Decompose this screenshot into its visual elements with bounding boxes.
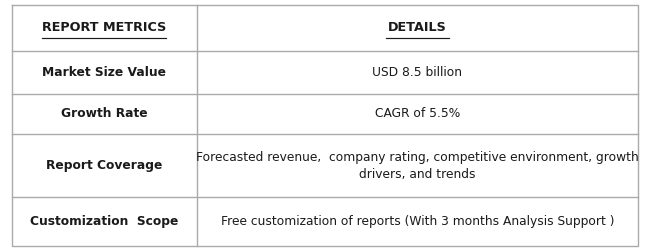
Text: Growth Rate: Growth Rate [61,107,148,120]
Text: Market Size Value: Market Size Value [42,66,166,79]
Text: Free customization of reports (With 3 months Analysis Support ): Free customization of reports (With 3 mo… [220,215,614,228]
Text: Report Coverage: Report Coverage [46,159,162,172]
Text: Customization  Scope: Customization Scope [30,215,178,228]
Text: CAGR of 5.5%: CAGR of 5.5% [375,107,460,120]
Text: DETAILS: DETAILS [388,21,447,34]
Text: USD 8.5 billion: USD 8.5 billion [372,66,462,79]
Text: REPORT METRICS: REPORT METRICS [42,21,166,34]
Text: Forecasted revenue,  company rating, competitive environment, growth
drivers, an: Forecasted revenue, company rating, comp… [196,151,639,181]
